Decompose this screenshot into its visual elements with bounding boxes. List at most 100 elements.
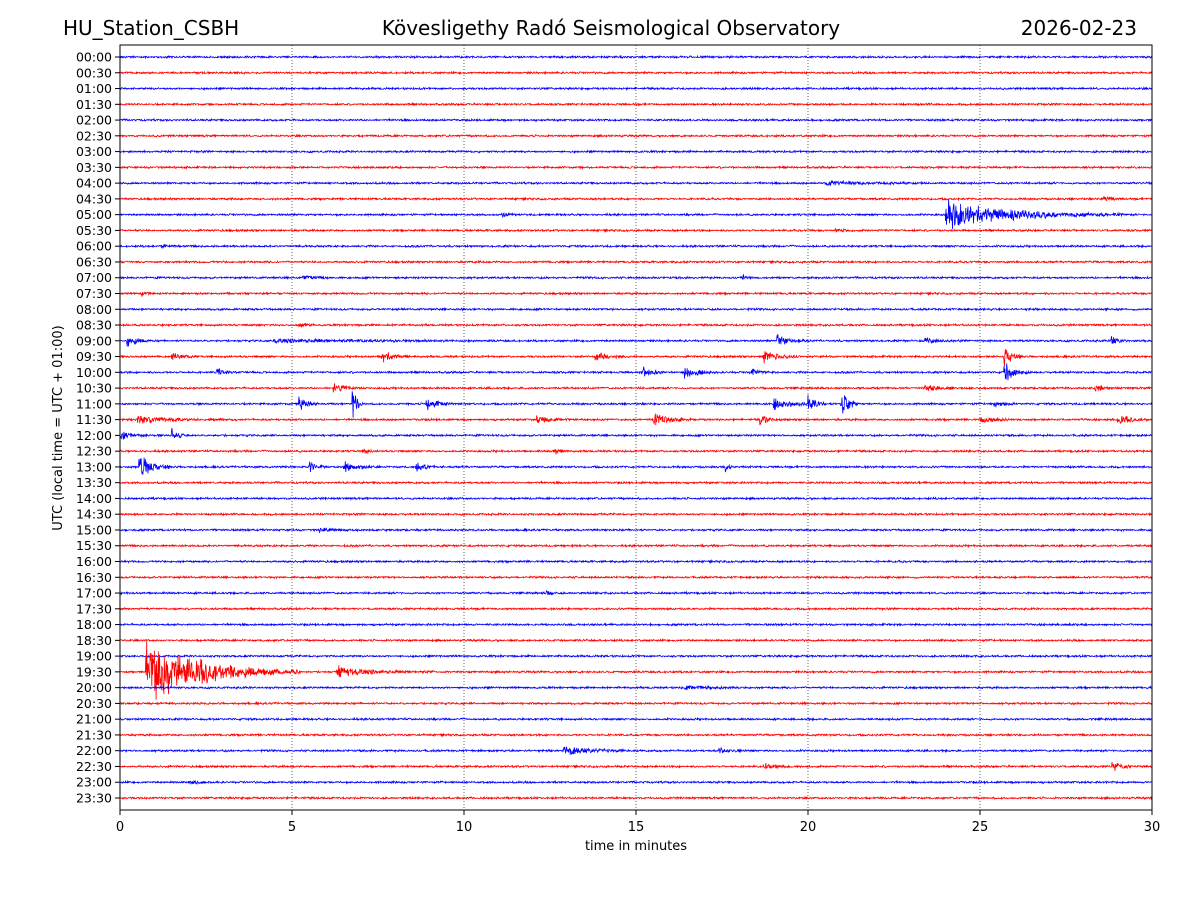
x-tick-label: 10	[456, 820, 473, 835]
y-tick-label: 00:00	[76, 50, 112, 65]
y-tick-label: 15:00	[76, 522, 112, 537]
trace-1330	[119, 480, 1153, 486]
y-tick-label: 07:30	[76, 286, 112, 301]
x-tick-label: 0	[116, 820, 124, 835]
y-tick-label: 13:30	[76, 475, 112, 490]
trace-0800	[119, 306, 1153, 312]
trace-0530	[119, 227, 1153, 233]
traces	[119, 54, 1153, 801]
grid-lines	[291, 45, 981, 810]
y-tick-label: 22:00	[76, 743, 112, 758]
y-tick-label: 23:30	[76, 791, 112, 806]
y-tick-label: 03:00	[76, 144, 112, 159]
trace-2300	[119, 779, 1153, 786]
trace-0830	[119, 322, 1153, 329]
y-tick-label: 05:30	[76, 223, 112, 238]
x-tick-label: 30	[1144, 820, 1161, 835]
y-tick-label: 21:00	[76, 712, 112, 727]
y-tick-label: 15:30	[76, 538, 112, 553]
trace-2100	[119, 716, 1153, 722]
y-tick-label: 23:00	[76, 775, 112, 790]
y-tick-label: 12:00	[76, 428, 112, 443]
trace-1530	[119, 543, 1153, 549]
trace-0500	[119, 199, 1153, 230]
trace-0130	[120, 101, 1153, 107]
trace-1730	[119, 606, 1153, 612]
x-tick-label: 25	[972, 820, 989, 835]
trace-1230	[119, 448, 1153, 455]
trace-0600	[119, 243, 1153, 249]
trace-0330	[119, 164, 1153, 170]
trace-2030	[119, 700, 1153, 706]
trace-0300	[119, 149, 1153, 155]
y-tick-label: 00:30	[76, 65, 112, 80]
y-tick-label: 11:30	[76, 412, 112, 427]
y-tick-label: 18:00	[76, 617, 112, 632]
y-tick-label: 06:30	[76, 254, 112, 269]
y-tick-label: 12:30	[76, 444, 112, 459]
y-tick-label: 20:30	[76, 696, 112, 711]
trace-2130	[119, 732, 1153, 738]
trace-0400	[119, 179, 1153, 187]
trace-1600	[119, 558, 1153, 565]
date-title: 2026-02-23	[1021, 16, 1137, 40]
trace-1830	[119, 637, 1153, 643]
trace-2200	[119, 746, 1153, 755]
trace-1930	[119, 640, 1153, 700]
y-tick-label: 09:30	[76, 349, 112, 364]
y-tick-label: 19:00	[76, 649, 112, 664]
y-axis: 00:0000:3001:0001:3002:0002:3003:0003:30…	[76, 50, 120, 806]
trace-0200	[119, 117, 1153, 123]
trace-1630	[119, 574, 1153, 580]
y-tick-label: 10:30	[76, 381, 112, 396]
y-tick-label: 16:30	[76, 570, 112, 585]
x-tick-label: 20	[800, 820, 817, 835]
y-tick-label: 04:30	[76, 191, 112, 206]
y-tick-label: 19:30	[76, 664, 112, 679]
x-tick-label: 15	[628, 820, 645, 835]
y-tick-label: 14:30	[76, 507, 112, 522]
trace-1500	[119, 527, 1153, 534]
trace-1430	[119, 511, 1153, 517]
y-tick-label: 11:00	[76, 396, 112, 411]
y-tick-label: 06:00	[76, 239, 112, 254]
trace-1700	[119, 590, 1153, 596]
y-tick-label: 17:00	[76, 586, 112, 601]
trace-1800	[119, 621, 1153, 628]
x-axis-label: time in minutes	[585, 839, 687, 854]
y-tick-label: 08:00	[76, 302, 112, 317]
trace-2330	[119, 795, 1153, 801]
y-tick-label: 22:30	[76, 759, 112, 774]
y-tick-label: 04:00	[76, 176, 112, 191]
y-tick-label: 13:00	[76, 459, 112, 474]
trace-0730	[119, 290, 1153, 297]
y-tick-label: 02:00	[76, 113, 112, 128]
y-tick-label: 01:00	[76, 81, 112, 96]
trace-0100	[119, 85, 1153, 92]
y-tick-label: 10:00	[76, 365, 112, 380]
trace-2000	[119, 684, 1153, 691]
station-title: HU_Station_CSBH	[63, 16, 239, 40]
y-tick-label: 08:30	[76, 318, 112, 333]
trace-0630	[119, 259, 1153, 265]
trace-0430	[119, 196, 1153, 202]
trace-1000	[119, 363, 1153, 381]
y-tick-label: 14:00	[76, 491, 112, 506]
y-axis-label: UTC (local time = UTC + 01:00)	[51, 325, 66, 530]
trace-1900	[119, 653, 1153, 659]
y-tick-label: 21:30	[76, 727, 112, 742]
trace-0230	[119, 133, 1153, 139]
trace-0930	[119, 349, 1153, 366]
observatory-title: Kövesligethy Radó Seismological Observat…	[382, 16, 840, 40]
y-tick-label: 20:00	[76, 680, 112, 695]
trace-0700	[119, 273, 1153, 281]
x-tick-label: 5	[288, 820, 296, 835]
y-tick-label: 17:30	[76, 601, 112, 616]
y-tick-label: 03:30	[76, 160, 112, 175]
y-tick-label: 01:30	[76, 97, 112, 112]
y-tick-label: 02:30	[76, 128, 112, 143]
x-axis: 0 5 10 15 20 25 30	[116, 810, 1160, 835]
trace-0000	[119, 54, 1153, 60]
y-tick-label: 09:00	[76, 333, 112, 348]
